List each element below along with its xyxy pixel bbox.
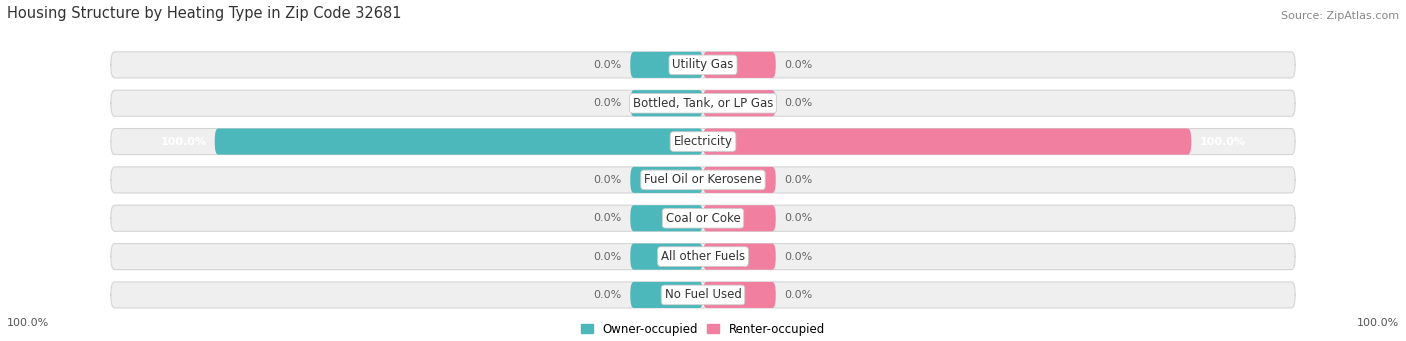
FancyBboxPatch shape — [703, 90, 776, 116]
FancyBboxPatch shape — [703, 282, 776, 308]
Text: All other Fuels: All other Fuels — [661, 250, 745, 263]
FancyBboxPatch shape — [703, 205, 776, 231]
FancyBboxPatch shape — [630, 243, 703, 270]
Text: Source: ZipAtlas.com: Source: ZipAtlas.com — [1281, 11, 1399, 21]
Text: 0.0%: 0.0% — [593, 252, 621, 262]
FancyBboxPatch shape — [630, 282, 703, 308]
FancyBboxPatch shape — [111, 90, 1295, 116]
FancyBboxPatch shape — [703, 243, 776, 270]
FancyBboxPatch shape — [111, 282, 1295, 308]
Text: 0.0%: 0.0% — [593, 290, 621, 300]
Text: No Fuel Used: No Fuel Used — [665, 288, 741, 301]
Text: 100.0%: 100.0% — [1199, 136, 1246, 147]
Text: 100.0%: 100.0% — [1357, 317, 1399, 328]
Text: Housing Structure by Heating Type in Zip Code 32681: Housing Structure by Heating Type in Zip… — [7, 6, 402, 21]
Text: Electricity: Electricity — [673, 135, 733, 148]
FancyBboxPatch shape — [630, 167, 703, 193]
Text: 0.0%: 0.0% — [593, 60, 621, 70]
Text: 0.0%: 0.0% — [785, 98, 813, 108]
FancyBboxPatch shape — [111, 243, 1295, 270]
Text: 0.0%: 0.0% — [785, 290, 813, 300]
Text: 100.0%: 100.0% — [7, 317, 49, 328]
Legend: Owner-occupied, Renter-occupied: Owner-occupied, Renter-occupied — [581, 323, 825, 336]
FancyBboxPatch shape — [111, 129, 1295, 154]
FancyBboxPatch shape — [111, 205, 1295, 231]
Text: 0.0%: 0.0% — [593, 175, 621, 185]
FancyBboxPatch shape — [703, 52, 776, 78]
FancyBboxPatch shape — [630, 52, 703, 78]
Text: 0.0%: 0.0% — [785, 60, 813, 70]
FancyBboxPatch shape — [630, 90, 703, 116]
Text: 0.0%: 0.0% — [785, 252, 813, 262]
FancyBboxPatch shape — [111, 52, 1295, 78]
FancyBboxPatch shape — [630, 205, 703, 231]
Text: Coal or Coke: Coal or Coke — [665, 212, 741, 225]
Text: 100.0%: 100.0% — [160, 136, 207, 147]
FancyBboxPatch shape — [111, 167, 1295, 193]
FancyBboxPatch shape — [215, 129, 703, 154]
Text: Fuel Oil or Kerosene: Fuel Oil or Kerosene — [644, 174, 762, 187]
Text: 0.0%: 0.0% — [785, 213, 813, 223]
Text: 0.0%: 0.0% — [593, 98, 621, 108]
Text: Bottled, Tank, or LP Gas: Bottled, Tank, or LP Gas — [633, 97, 773, 110]
Text: Utility Gas: Utility Gas — [672, 58, 734, 71]
FancyBboxPatch shape — [703, 129, 1191, 154]
Text: 0.0%: 0.0% — [785, 175, 813, 185]
FancyBboxPatch shape — [703, 167, 776, 193]
Text: 0.0%: 0.0% — [593, 213, 621, 223]
